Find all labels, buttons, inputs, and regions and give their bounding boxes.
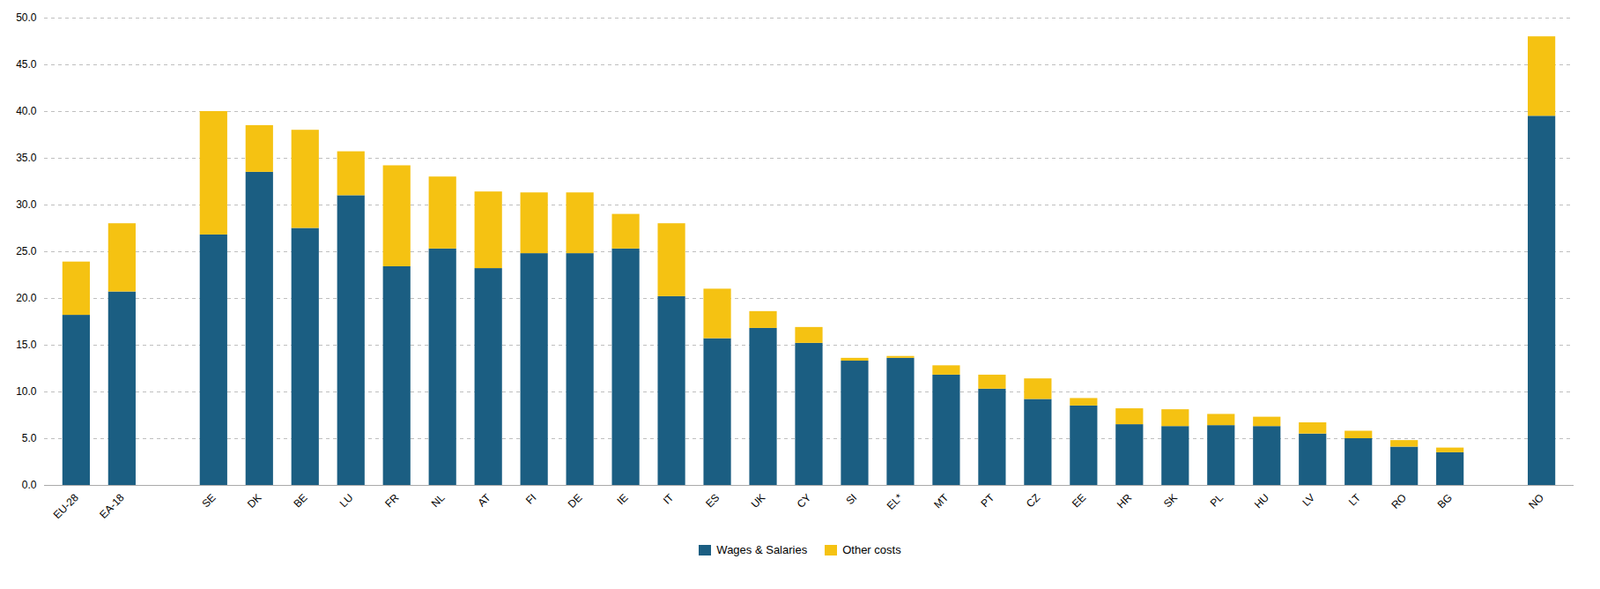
svg-text:BE: BE [290,490,310,510]
svg-text:IT: IT [660,490,677,507]
svg-text:ES: ES [703,490,722,510]
svg-text:HU: HU [1251,490,1272,511]
html-text:Wages & Salaries: Wages & Salaries [716,542,808,556]
svg-text:20.0: 20.0 [15,291,38,304]
svg-text:EL*: EL* [884,490,906,512]
svg-text:UK: UK [748,490,769,511]
svg-text:15.0: 15.0 [15,338,38,351]
svg-text:LV: LV [1299,490,1318,509]
svg-text:SK: SK [1161,490,1180,510]
svg-text:SE: SE [199,490,218,510]
svg-text:EU-28: EU-28 [51,490,82,521]
svg-text:DE: DE [565,490,586,511]
svg-text:EA-18: EA-18 [96,490,127,521]
svg-text:LU: LU [337,490,356,510]
svg-text:IE: IE [614,490,631,507]
svg-text:FR: FR [382,490,401,510]
svg-text:CZ: CZ [1023,490,1043,510]
svg-text:25.0: 25.0 [15,244,38,258]
svg-text:SI: SI [843,490,860,507]
svg-text:LT: LT [1346,490,1364,509]
svg-text:EE: EE [1069,490,1089,510]
svg-text:BG: BG [1435,490,1455,511]
svg-text:50.0: 50.0 [15,11,38,24]
svg-text:CY: CY [794,490,815,511]
svg-text:10.0: 10.0 [15,385,38,398]
svg-text:FI: FI [523,490,539,506]
svg-text:HR: HR [1114,490,1134,511]
svg-text:PT: PT [977,490,997,510]
svg-text:NO: NO [1525,490,1547,512]
svg-text:45.0: 45.0 [15,58,38,71]
html-text:Other costs: Other costs [842,542,902,556]
svg-text:RO: RO [1388,490,1409,512]
svg-text:DK: DK [244,490,265,511]
svg-text:35.0: 35.0 [15,151,38,164]
svg-text:30.0: 30.0 [15,198,38,211]
svg-text:NL: NL [429,490,448,510]
svg-text:MT: MT [931,490,952,512]
svg-text:AT: AT [474,490,494,510]
svg-text:PL: PL [1207,490,1227,510]
svg-text:40.0: 40.0 [15,104,38,118]
svg-text:0.0: 0.0 [22,478,38,491]
svg-text:5.0: 5.0 [22,431,38,445]
